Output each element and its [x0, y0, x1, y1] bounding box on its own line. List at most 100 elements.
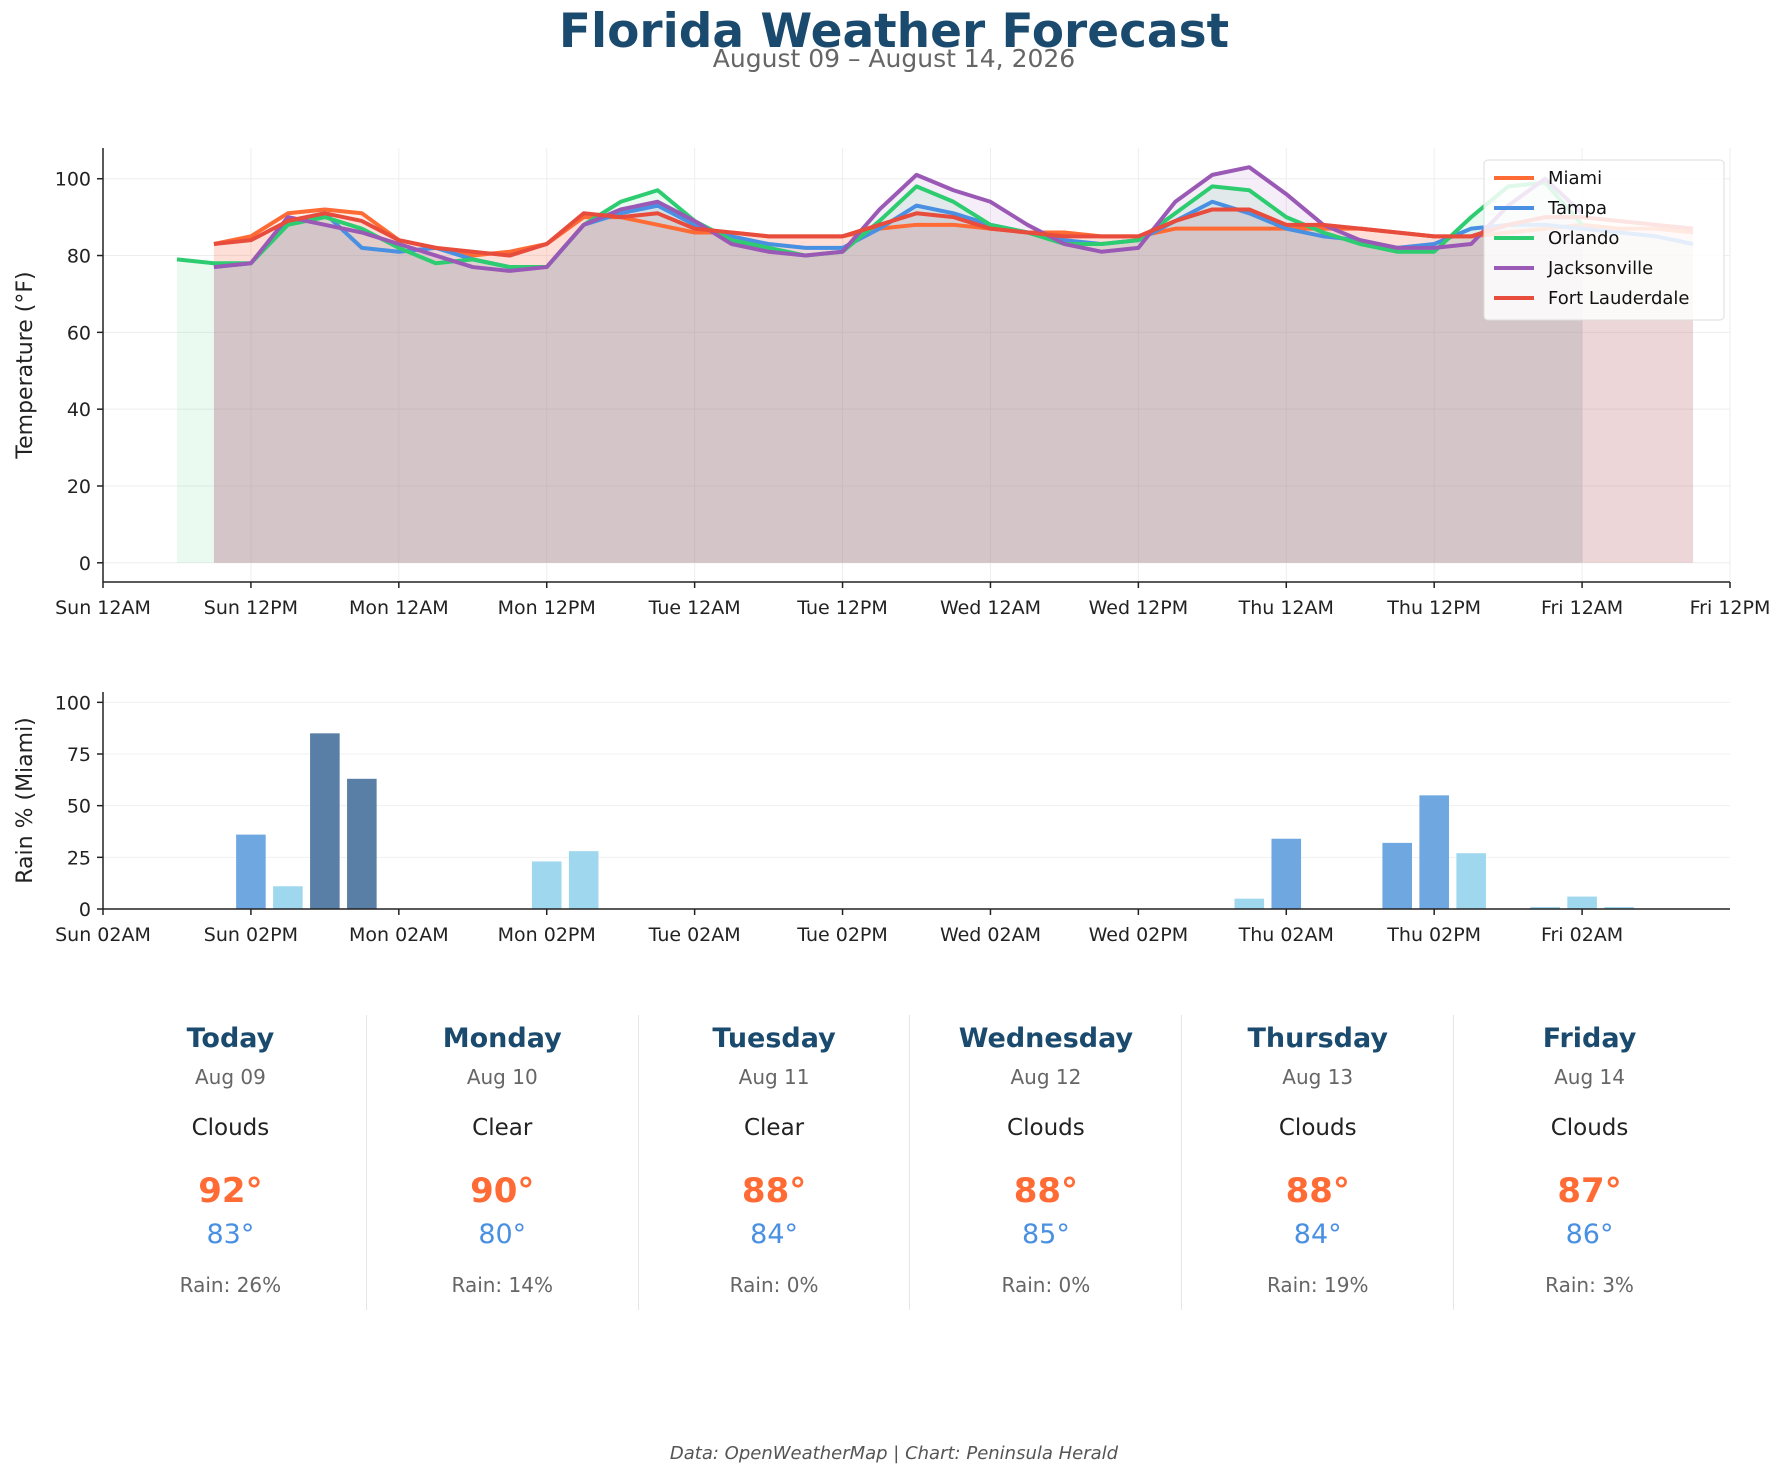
y-tick-label: 100	[55, 692, 91, 714]
x-tick-label: Tue 12AM	[648, 597, 741, 619]
daily-forecast: Today Aug 09 Clouds 92° 83° Rain: 26% Mo…	[95, 1015, 1725, 1310]
day-rain: Rain: 0%	[1001, 1273, 1091, 1297]
legend-label: Fort Lauderdale	[1548, 288, 1690, 309]
x-tick-label: Wed 02PM	[1089, 924, 1189, 946]
day-high: 87°	[1557, 1171, 1622, 1211]
day-low: 84°	[750, 1219, 798, 1250]
day-card: Thursday Aug 13 Clouds 88° 84° Rain: 19%	[1181, 1015, 1453, 1310]
x-tick-label: Wed 02AM	[940, 924, 1041, 946]
y-axis-title: Rain % (Miami)	[13, 717, 38, 884]
rain-bar	[1419, 795, 1449, 909]
y-tick-label: 75	[67, 744, 91, 766]
rain-bar	[1382, 842, 1412, 909]
x-tick-label: Mon 12AM	[349, 597, 449, 619]
day-low: 85°	[1021, 1219, 1070, 1250]
day-rain: Rain: 14%	[451, 1273, 553, 1297]
series-line	[176, 180, 1584, 270]
x-tick-label: Tue 12PM	[796, 597, 888, 619]
x-tick-label: Fri 02AM	[1541, 924, 1623, 946]
y-tick-label: 40	[67, 399, 91, 421]
x-tick-label: Fri 12PM	[1690, 597, 1771, 619]
day-condition: Clouds	[1550, 1115, 1629, 1141]
x-tick-label: Wed 12PM	[1089, 597, 1189, 619]
day-rain: Rain: 19%	[1266, 1273, 1369, 1297]
rain-bar	[347, 778, 377, 909]
day-condition: Clouds	[191, 1115, 270, 1141]
rain-bar	[1567, 896, 1597, 909]
rain-bar	[1271, 838, 1302, 909]
series-line	[213, 165, 1584, 273]
y-tick-label: 20	[67, 476, 91, 498]
rain-bar	[310, 733, 340, 909]
y-tick-label: 25	[67, 847, 91, 869]
day-condition: Clear	[743, 1115, 805, 1141]
rain-bar	[1530, 906, 1560, 909]
day-card: Tuesday Aug 11 Clear 88° 84° Rain: 0%	[637, 1015, 910, 1310]
rain-bar	[1456, 853, 1486, 909]
y-tick-label: 50	[67, 796, 91, 818]
legend-label: Tampa	[1547, 198, 1607, 219]
series-line	[213, 207, 1694, 258]
legend: Miami Tampa Orlando Jacksonville Fort Lauder…	[1483, 159, 1725, 321]
rain-bar	[1604, 906, 1634, 909]
day-date: Aug 14	[1554, 1065, 1625, 1089]
series-fill	[213, 209, 1694, 563]
x-tick-label: Sun 02AM	[55, 924, 151, 946]
y-tick-label: 0	[79, 899, 91, 921]
x-tick-label: Tue 02AM	[648, 924, 741, 946]
day-condition: Clouds	[1007, 1115, 1085, 1141]
series-fill	[213, 209, 1694, 563]
day-high: 88°	[741, 1171, 807, 1211]
day-rain: Rain: 0%	[729, 1273, 819, 1297]
legend-label: Jacksonville	[1547, 258, 1653, 279]
day-high: 88°	[1285, 1171, 1350, 1211]
rain-bar	[568, 851, 599, 909]
y-tick-label: 0	[79, 553, 91, 575]
series-fill	[176, 182, 1583, 563]
x-tick-label: Thu 12PM	[1386, 597, 1481, 619]
day-date: Aug 10	[466, 1065, 538, 1089]
x-tick-label: Thu 02AM	[1238, 924, 1334, 946]
day-low: 80°	[478, 1219, 527, 1250]
legend-label: Miami	[1548, 168, 1602, 189]
day-card: Today Aug 09 Clouds 92° 83° Rain: 26%	[95, 1015, 366, 1310]
day-name: Wednesday	[958, 1023, 1134, 1054]
x-tick-label: Tue 02PM	[796, 924, 888, 946]
x-tick-label: Mon 12PM	[498, 597, 596, 619]
legend-label: Orlando	[1548, 228, 1619, 249]
rain-bar	[273, 886, 303, 909]
day-card: Monday Aug 10 Clear 90° 80° Rain: 14%	[365, 1015, 638, 1310]
page-title: Florida Weather Forecast	[558, 4, 1230, 59]
x-tick-label: Fri 12AM	[1541, 597, 1623, 619]
day-condition: Clouds	[1278, 1115, 1357, 1141]
x-tick-label: Sun 12PM	[204, 597, 298, 619]
day-high: 88°	[1013, 1171, 1079, 1211]
day-date: Aug 09	[194, 1065, 266, 1089]
day-low: 84°	[1293, 1219, 1342, 1250]
rain-bar	[236, 834, 266, 909]
y-tick-label: 80	[67, 246, 91, 268]
day-name: Thursday	[1247, 1023, 1389, 1054]
day-date: Aug 12	[1010, 1065, 1082, 1089]
day-low: 83°	[206, 1219, 255, 1250]
page-subtitle: August 09 – August 14, 2026	[712, 44, 1076, 73]
day-low: 86°	[1565, 1219, 1614, 1250]
day-rain: Rain: 3%	[1545, 1273, 1634, 1297]
rain-bar	[1234, 898, 1265, 909]
day-name: Tuesday	[712, 1023, 836, 1054]
day-name: Friday	[1542, 1023, 1637, 1054]
legend-box	[1483, 159, 1725, 321]
x-tick-label: Sun 02PM	[204, 924, 298, 946]
series-fill	[213, 201, 1694, 563]
day-rain: Rain: 26%	[179, 1273, 282, 1297]
rain-chart: 0 25 50 75 100 Sun 02AM Sun 02PM Mon 02AM Mon 02…	[13, 692, 1730, 946]
day-card: Wednesday Aug 12 Clouds 88° 85° Rain: 0%	[909, 1015, 1181, 1310]
footer-credit: Data: OpenWeatherMap | Chart: Peninsula …	[669, 1443, 1119, 1464]
day-date: Aug 13	[1282, 1065, 1354, 1089]
y-tick-label: 60	[67, 322, 91, 344]
day-condition: Clear	[472, 1115, 533, 1141]
x-tick-label: Thu 02PM	[1386, 924, 1481, 946]
y-axis-title: Temperature (°F)	[13, 271, 38, 459]
series-fill	[213, 167, 1583, 563]
rain-bar	[531, 861, 562, 909]
